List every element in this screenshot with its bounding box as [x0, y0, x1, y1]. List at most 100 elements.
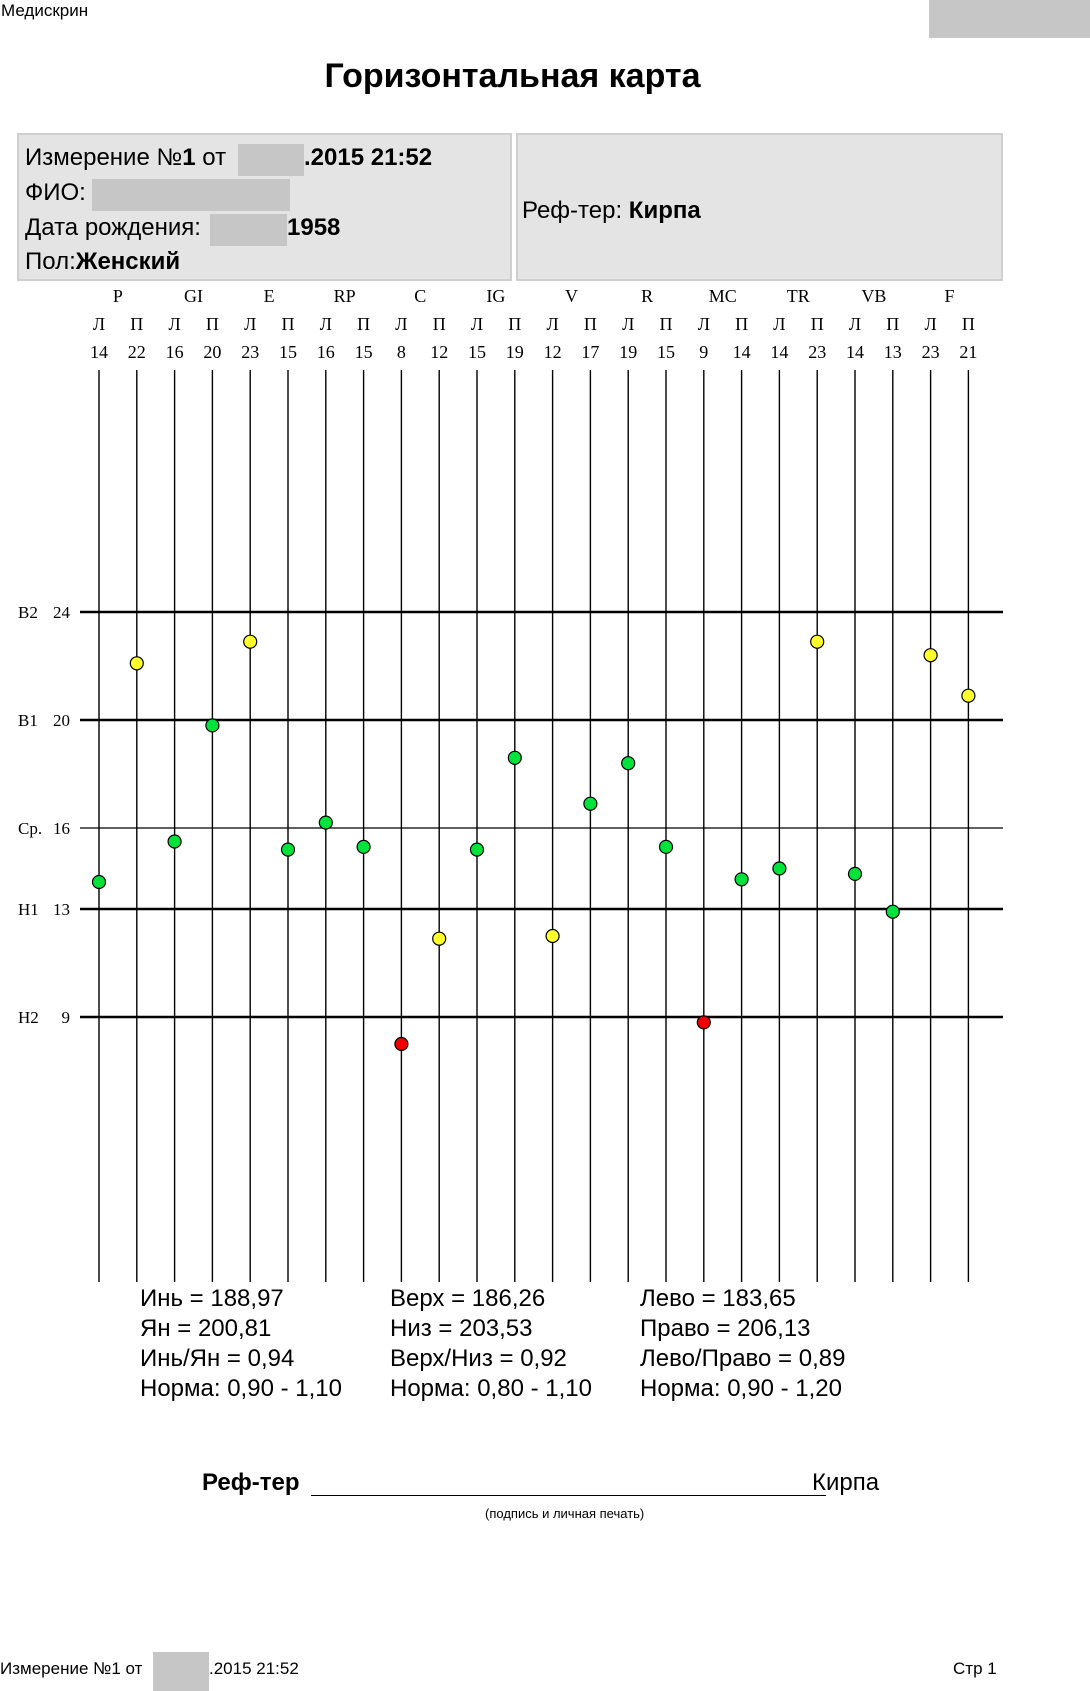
value-label: 14	[846, 342, 864, 362]
reflexologist-info-box: Реф-тер: Кирпа	[516, 133, 1003, 281]
side-label: П	[206, 314, 219, 334]
side-label: Л	[698, 314, 710, 334]
data-point	[923, 648, 938, 663]
measurement-date: .2015 21:52	[304, 144, 433, 171]
side-label: П	[886, 314, 899, 334]
side-label: Л	[546, 314, 558, 334]
reference-label: Н2	[18, 1008, 39, 1027]
data-point	[91, 874, 107, 890]
data-point	[658, 839, 674, 855]
meridian-label: RP	[334, 286, 356, 306]
signature-caption: (подпись и личная печать)	[485, 1506, 645, 1521]
meridian-label: MC	[709, 286, 737, 306]
stats-line: Лево = 183,65	[640, 1285, 796, 1312]
data-point	[734, 872, 749, 887]
value-label: 15	[279, 342, 297, 362]
side-label: Л	[849, 314, 861, 334]
side-label: П	[735, 314, 748, 334]
value-label: 23	[808, 342, 826, 362]
value-label: 12	[430, 342, 448, 362]
data-point	[432, 931, 447, 946]
stats-line: Ян = 200,81	[140, 1315, 272, 1342]
stats-line: Верх = 186,26	[390, 1285, 546, 1312]
value-label: 20	[203, 342, 221, 362]
stats-left-right: Лево = 183,65 Право = 206,13 Лево/Право …	[640, 1284, 845, 1404]
stats-line: Лево/Право = 0,89	[640, 1345, 846, 1372]
meridian-label: E	[264, 286, 275, 306]
value-label: 14	[770, 342, 788, 362]
meridian-label: R	[641, 286, 653, 306]
data-point	[621, 756, 636, 771]
measurement-prefix: Измерение №	[25, 144, 183, 171]
reference-value: 9	[62, 1008, 71, 1027]
fio-label: ФИО:	[25, 179, 86, 206]
side-label: П	[584, 314, 597, 334]
data-point	[205, 718, 220, 733]
data-point	[507, 750, 522, 765]
sex-label: Пол:	[25, 248, 76, 275]
app-name: Медискрин	[1, 1, 89, 20]
reference-label: Н1	[18, 900, 39, 919]
meridian-label: F	[944, 286, 954, 306]
data-point	[847, 866, 863, 882]
value-label: 15	[468, 342, 486, 362]
stats-line: Низ = 203,53	[390, 1315, 533, 1342]
data-point	[696, 1015, 711, 1030]
dob-year: 1958	[287, 214, 341, 241]
data-point	[469, 842, 485, 857]
redacted-dob	[210, 214, 287, 246]
stats-line: Норма: 0,90 - 1,10	[140, 1375, 342, 1402]
signature-name: Кирпа	[812, 1469, 880, 1496]
reference-value: 16	[53, 819, 70, 838]
data-point	[885, 904, 900, 919]
redacted-footer-date	[153, 1652, 209, 1691]
meridian-label: V	[565, 286, 578, 306]
value-label: 16	[317, 342, 335, 362]
value-label: 12	[544, 342, 562, 362]
data-point	[167, 834, 182, 849]
meridian-label: VB	[861, 286, 886, 306]
reference-label: Ср.	[18, 819, 42, 838]
redacted-block	[929, 0, 1090, 38]
value-label: 8	[397, 342, 406, 362]
data-point	[280, 842, 296, 857]
data-point	[243, 634, 258, 649]
side-label: Л	[395, 314, 407, 334]
value-label: 23	[241, 342, 259, 362]
measurement-from: от	[202, 144, 227, 171]
sex-value: Женский	[75, 248, 181, 275]
page-title: Горизонтальная карта	[324, 57, 701, 95]
data-point	[583, 796, 598, 811]
side-label: Л	[924, 314, 936, 334]
value-label: 16	[166, 342, 184, 362]
value-label: 14	[733, 342, 751, 362]
data-point	[394, 1036, 409, 1052]
measurement-number: 1	[182, 144, 196, 171]
value-label: 22	[128, 342, 146, 362]
dob-label: Дата рождения:	[25, 214, 201, 241]
data-point	[129, 656, 144, 671]
redacted-fio	[92, 179, 290, 211]
stats-line: Норма: 0,90 - 1,20	[640, 1375, 842, 1402]
measurement-line: Измерение №1 от	[25, 144, 226, 172]
side-label: П	[433, 314, 446, 334]
stats-line: Право = 206,13	[640, 1315, 811, 1342]
signature-line	[311, 1495, 826, 1496]
redacted-date	[238, 144, 304, 176]
side-label: П	[130, 314, 143, 334]
reference-label: В2	[18, 603, 38, 622]
stats-line: Норма: 0,80 - 1,10	[390, 1375, 592, 1402]
stats-line: Верх/Низ = 0,92	[390, 1345, 567, 1372]
side-label: П	[811, 314, 824, 334]
signature-label: Реф-тер	[202, 1469, 300, 1496]
meridian-label: GI	[184, 286, 203, 306]
meridian-label: P	[113, 286, 123, 306]
side-label: П	[660, 314, 673, 334]
meridian-label: TR	[787, 286, 810, 306]
value-label: 15	[657, 342, 675, 362]
meridian-label: C	[414, 286, 426, 306]
side-label: П	[962, 314, 975, 334]
side-label: Л	[471, 314, 483, 334]
stats-yin-yang: Инь = 188,97 Ян = 200,81 Инь/Ян = 0,94 Н…	[140, 1284, 342, 1404]
reference-value: 13	[53, 900, 70, 919]
